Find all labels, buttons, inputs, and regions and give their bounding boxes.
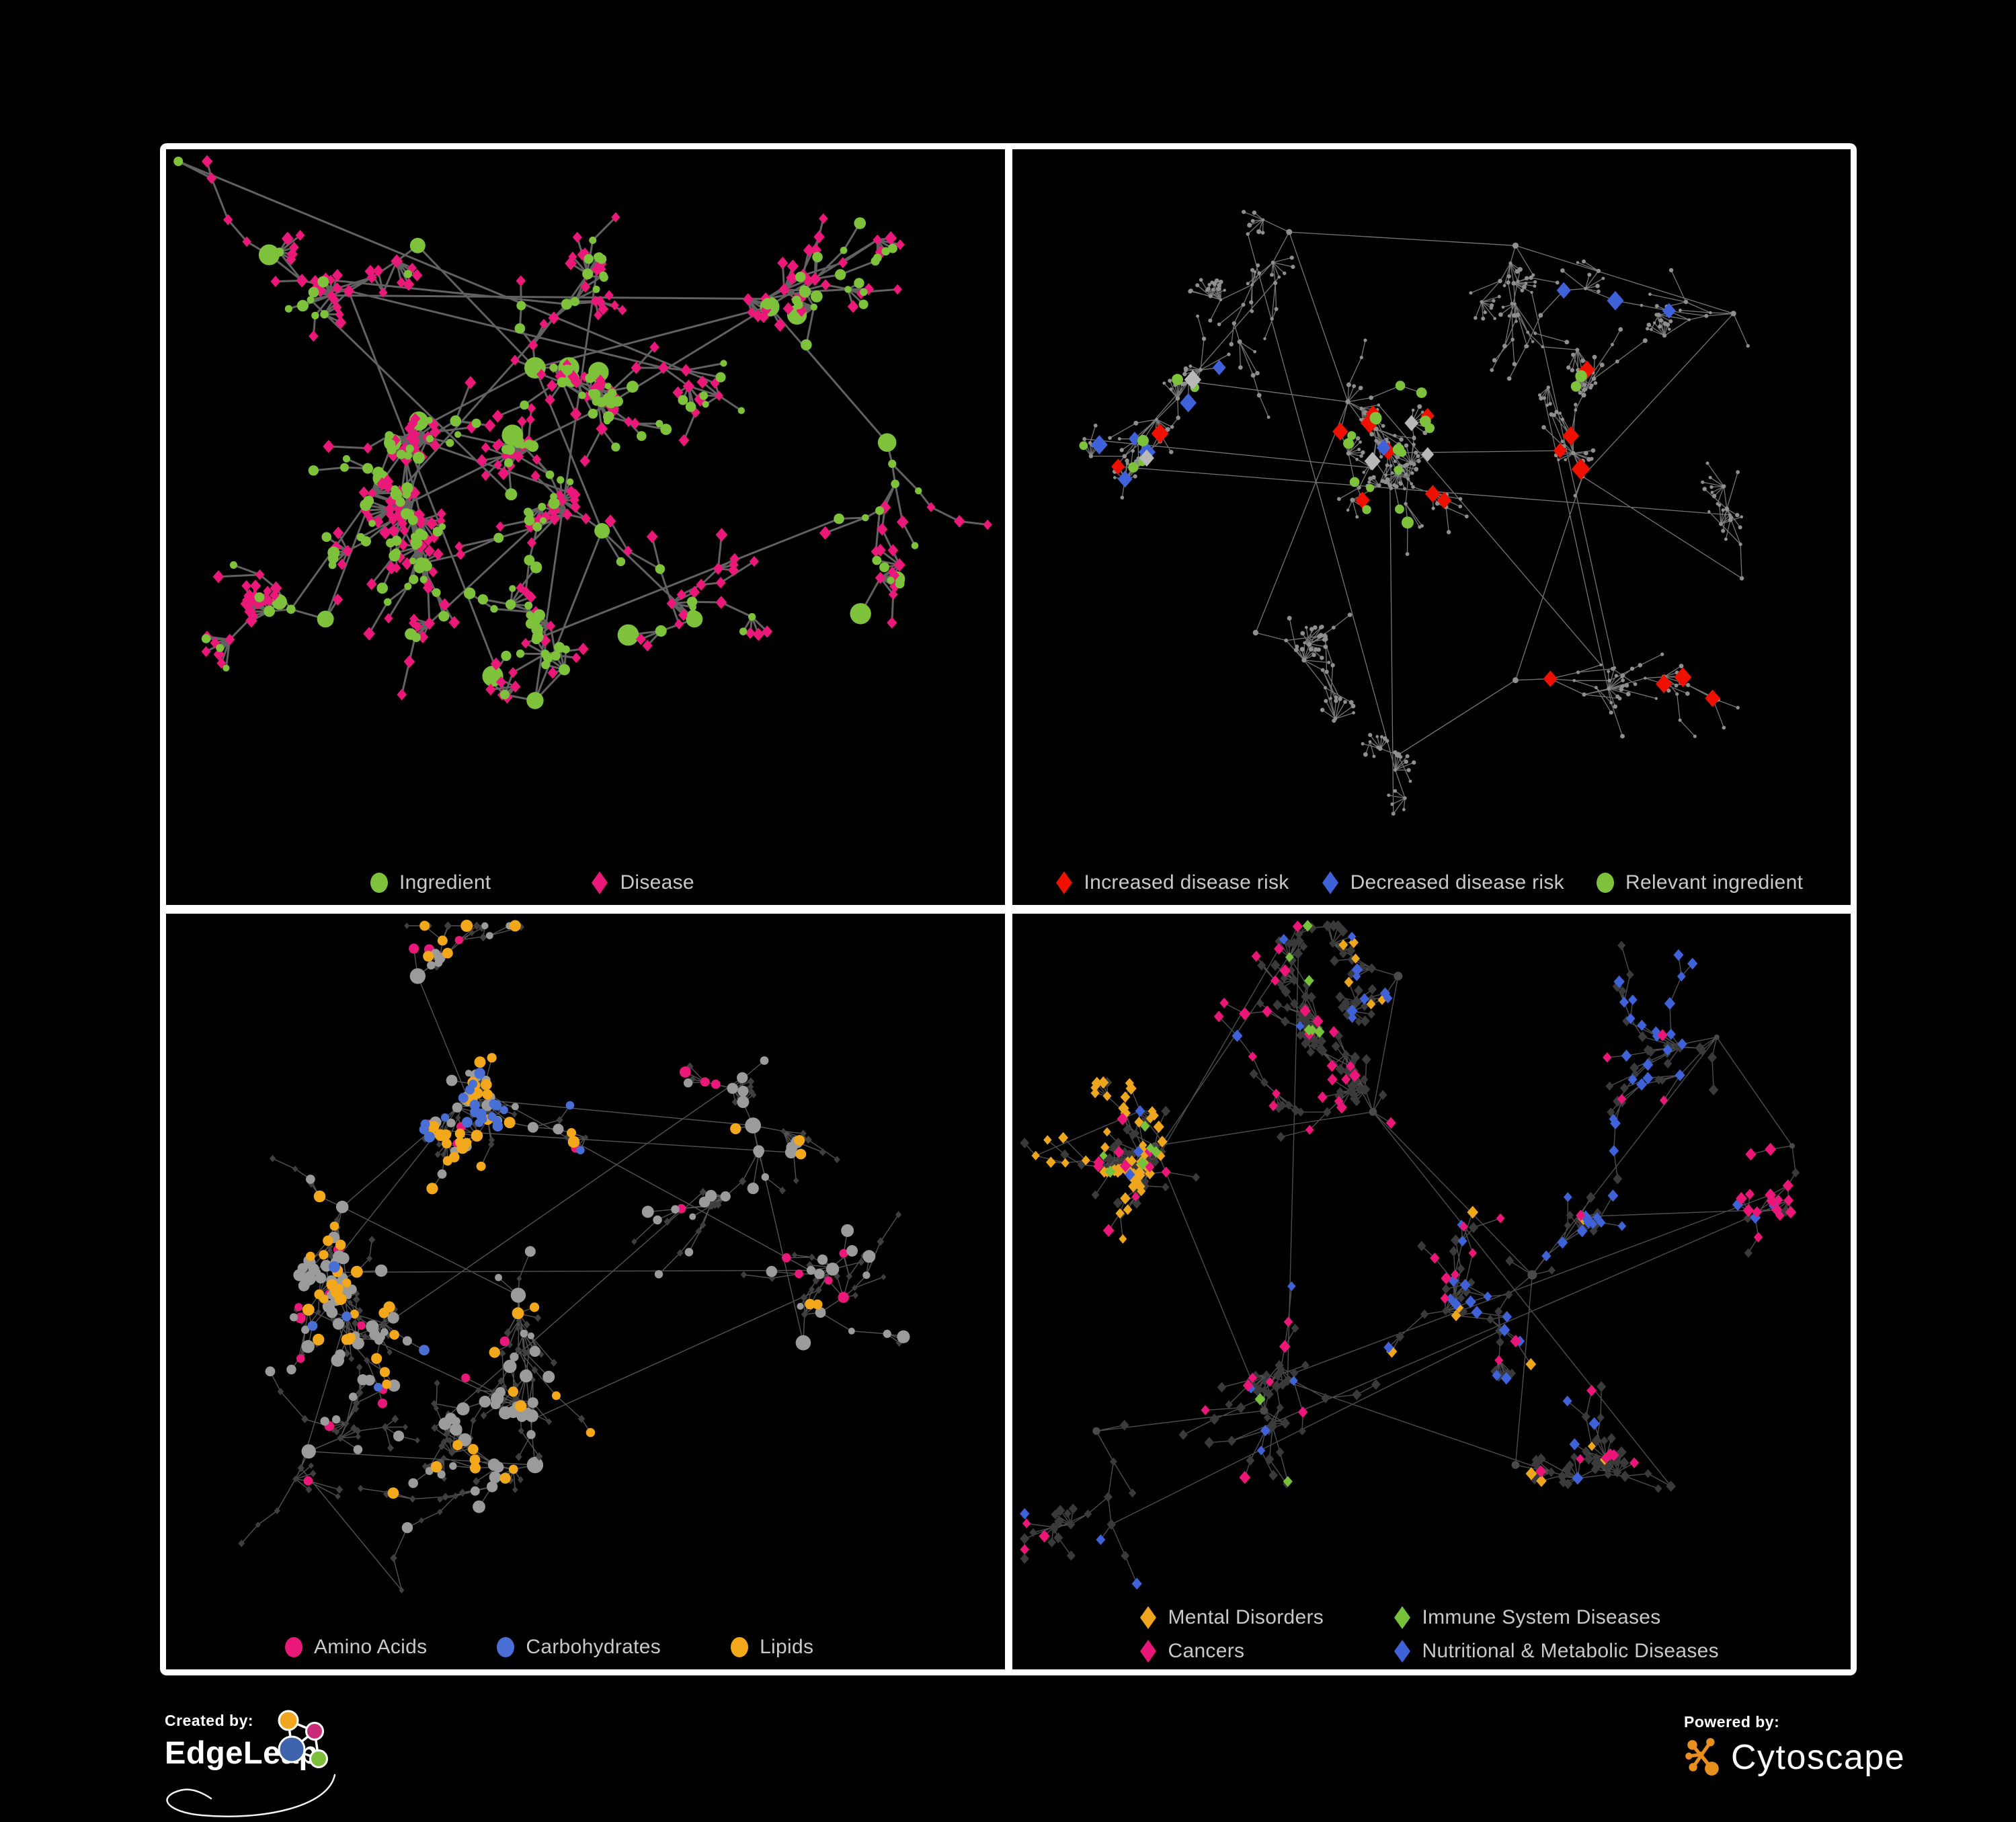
legend-label: Decreased disease risk xyxy=(1350,871,1564,894)
nodes-metabolic xyxy=(1019,931,1779,1590)
legend-disease-risk: Increased disease risk Decreased disease … xyxy=(1012,870,1851,896)
legend-item-relevant-ingredient: Relevant ingredient xyxy=(1594,870,1803,896)
nodes-plain xyxy=(1019,920,1800,1564)
network-canvas-disease-risk xyxy=(1078,210,1750,816)
panel-disease-classes: Mental Disorders Immune System Diseases Ca… xyxy=(1012,914,1851,1669)
nodes-carb xyxy=(307,1068,585,1392)
edgeleap-logo-icon xyxy=(166,1710,336,1817)
circle-swatch-icon xyxy=(370,873,388,893)
diamond-swatch-icon xyxy=(1139,1606,1156,1629)
legend-label: Ingredient xyxy=(399,871,491,894)
nodes-cancer xyxy=(1019,920,1796,1555)
nodes-gray_hub xyxy=(1092,972,1795,1469)
legend-label: Nutritional & Metabolic Diseases xyxy=(1422,1640,1719,1662)
nodes-ingredient xyxy=(173,157,922,700)
nodes-other_disease xyxy=(1139,370,1434,471)
powered-by-block: Powered by: Cytoscape xyxy=(1684,1713,1966,1794)
legend-item-lipids: Lipids xyxy=(728,1634,813,1660)
legend-item-increased-disease-risk: Increased disease risk xyxy=(1053,870,1289,896)
legend-label: Immune System Diseases xyxy=(1422,1606,1661,1628)
legend-item-carbohydrates: Carbohydrates xyxy=(494,1634,661,1660)
nodes-plain xyxy=(1082,210,1750,816)
legend-item-nutritional-metabolic-diseases: Nutritional & Metabolic Diseases xyxy=(1391,1638,1851,1664)
circle-swatch-icon xyxy=(497,1637,515,1657)
diamond-swatch-icon xyxy=(1055,871,1072,894)
legend-label: Amino Acids xyxy=(314,1636,428,1658)
legend-label: Disease xyxy=(620,871,694,894)
legend-disease-classes: Mental Disorders Immune System Diseases Ca… xyxy=(1012,1605,1851,1664)
network-edges xyxy=(1082,211,1748,814)
diamond-swatch-icon xyxy=(1394,1640,1410,1663)
diamond-swatch-icon xyxy=(1139,1640,1156,1663)
legend-label: Cancers xyxy=(1168,1640,1245,1662)
legend-label: Carbohydrates xyxy=(526,1636,661,1658)
powered-by-label: Powered by: xyxy=(1684,1713,1780,1731)
diamond-swatch-icon xyxy=(592,871,608,894)
legend-label: Mental Disorders xyxy=(1168,1606,1324,1628)
nodes-plain_hub xyxy=(1185,229,1744,758)
diamond-swatch-icon xyxy=(1394,1606,1410,1629)
legend-ingredient-disease: Ingredient Disease xyxy=(166,870,1005,896)
panel-nutrient-classes: Amino Acids Carbohydrates Lipids xyxy=(166,914,1005,1669)
legend-label: Increased disease risk xyxy=(1084,871,1289,894)
nodes-risk_up xyxy=(1111,360,1720,707)
nodes-ingredient xyxy=(1078,370,1587,529)
network-canvas-ingredient-disease xyxy=(173,155,992,709)
legend-item-immune-system-diseases: Immune System Diseases xyxy=(1391,1605,1851,1630)
legend-label: Lipids xyxy=(760,1636,814,1658)
circle-swatch-icon xyxy=(731,1637,749,1657)
legend-nutrient-classes: Amino Acids Carbohydrates Lipids xyxy=(166,1634,1005,1660)
circle-swatch-icon xyxy=(1597,873,1614,893)
nodes-amino xyxy=(294,936,849,1486)
diamond-swatch-icon xyxy=(1322,871,1338,894)
panel-disease-risk: Increased disease risk Decreased disease … xyxy=(1012,149,1851,905)
legend-item-decreased-disease-risk: Decreased disease risk xyxy=(1319,870,1564,896)
network-canvas-nutrient-classes xyxy=(238,920,910,1593)
created-by-label: Created by: xyxy=(165,1712,254,1729)
legend-item-cancers: Cancers xyxy=(1137,1638,1391,1664)
legend-label: Relevant ingredient xyxy=(1625,871,1804,894)
network-edges xyxy=(1024,925,1796,1585)
cytoscape-logo-icon xyxy=(1685,1738,1719,1776)
legend-item-amino-acids: Amino Acids xyxy=(282,1634,427,1660)
legend-item-mental-disorders: Mental Disorders xyxy=(1137,1605,1391,1630)
cytoscape-wordmark: Cytoscape xyxy=(1731,1738,1906,1777)
panel-ingredient-disease: Ingredient Disease xyxy=(166,149,1005,905)
created-by-block: Created by: EdgeLeap xyxy=(165,1710,387,1819)
network-canvas-disease-classes xyxy=(1019,920,1800,1590)
figure-frame: Ingredient Disease Increased disease risk… xyxy=(160,143,1857,1675)
nodes-lipid xyxy=(302,920,823,1499)
legend-item-ingredient: Ingredient xyxy=(368,870,491,896)
legend-item-disease: Disease xyxy=(588,870,694,896)
circle-swatch-icon xyxy=(285,1637,303,1657)
